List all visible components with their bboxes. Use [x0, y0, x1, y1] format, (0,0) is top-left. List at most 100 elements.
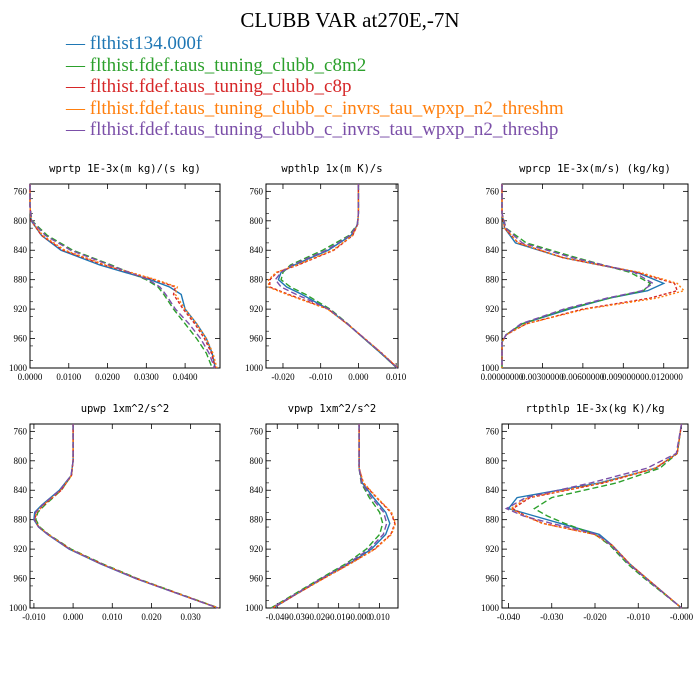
x-tick-label: -0.040: [266, 612, 290, 622]
y-tick-label: 880: [14, 515, 28, 525]
series-line: [501, 184, 652, 368]
x-tick-label: 0.010: [386, 372, 407, 382]
x-tick-label: -0.040: [497, 612, 521, 622]
series-line: [272, 424, 396, 609]
series-line: [501, 184, 686, 368]
x-tick-label: 0.020: [141, 612, 162, 622]
y-tick-label: 920: [14, 544, 28, 554]
panel-title: wprcp 1E-3x(m/s) (kg/kg): [519, 163, 671, 175]
y-tick-label: 960: [250, 334, 264, 344]
panel-title: wprtp 1E-3x(m kg)/(s kg): [49, 163, 201, 175]
legend-label: flthist134.000f: [89, 33, 203, 54]
y-tick-label: 960: [486, 334, 500, 344]
plot-frame: [501, 423, 689, 609]
legend: — flthist134.000f — flthist.fdef.taus_tu…: [66, 33, 564, 141]
plot-frame: [29, 183, 221, 369]
series-line: [269, 184, 399, 369]
series-line: [277, 184, 398, 369]
y-tick-label: 880: [486, 515, 500, 525]
y-tick-label: 800: [250, 216, 264, 226]
x-tick-label: -0.020: [271, 372, 295, 382]
x-tick-label: 0.0300: [134, 372, 159, 382]
y-tick-label: 880: [250, 515, 264, 525]
series-line: [271, 424, 388, 609]
panel: wpthlp 1x(m K)/s 760 800 840 880 920 960 1000 -0…: [245, 163, 407, 382]
legend-item: — flthist.fdef.taus_tuning_clubb_c8m2: [66, 55, 564, 77]
y-tick-label: 800: [486, 216, 500, 226]
x-tick-label: 0.000: [348, 372, 369, 382]
series-line: [271, 424, 397, 609]
y-tick-label: 960: [250, 574, 264, 584]
legend-label: flthist.fdef.taus_tuning_clubb_c8m2: [89, 54, 367, 76]
y-tick-label: 840: [486, 485, 500, 495]
plot-frame: [265, 423, 399, 609]
x-tick-label: -0.010: [627, 612, 651, 622]
y-tick-label: 840: [14, 485, 28, 495]
y-tick-label: 960: [14, 574, 28, 584]
x-tick-label: 0.00900000: [602, 372, 645, 382]
series-line: [501, 184, 655, 368]
y-tick-label: 840: [250, 245, 264, 255]
x-tick-label: 0.000: [63, 612, 84, 622]
y-tick-label: 920: [486, 304, 500, 314]
series-line: [35, 424, 220, 609]
legend-swatch: —: [66, 119, 90, 140]
series-line: [504, 423, 683, 609]
y-tick-label: 760: [250, 186, 264, 196]
y-tick-label: 960: [14, 334, 28, 344]
series-line: [511, 423, 683, 609]
y-tick-label: 880: [486, 275, 500, 285]
legend-item: — flthist.fdef.taus_tuning_clubb_c_invrs…: [66, 98, 564, 120]
y-tick-label: 760: [486, 186, 500, 196]
legend-swatch: —: [66, 33, 90, 54]
y-tick-label: 1000: [9, 363, 28, 373]
x-tick-label: 0.0200: [95, 372, 120, 382]
y-tick-label: 760: [250, 426, 264, 436]
x-tick-label: -0.030: [540, 612, 564, 622]
x-tick-label: -0.000: [670, 612, 694, 622]
panel-title: rtpthlp 1E-3x(kg K)/kg: [525, 403, 664, 415]
panel-title: upwp 1xm^2/s^2: [81, 403, 170, 415]
y-tick-label: 880: [14, 275, 28, 285]
x-tick-label: -0.030: [286, 612, 310, 622]
x-tick-label: -0.000: [347, 612, 371, 622]
legend-swatch: —: [66, 76, 90, 97]
y-tick-label: 880: [250, 275, 264, 285]
series-line: [33, 424, 219, 609]
x-tick-label: -0.020: [583, 612, 607, 622]
y-tick-label: 920: [250, 544, 264, 554]
x-tick-label: -0.010: [309, 372, 333, 382]
y-tick-label: 800: [486, 456, 500, 466]
series-line: [29, 184, 218, 369]
panel: vpwp 1xm^2/s^27608008408809209601000-0.0…: [245, 403, 399, 622]
legend-item: — flthist134.000f: [66, 33, 564, 55]
y-tick-label: 920: [486, 544, 500, 554]
legend-swatch: —: [66, 97, 90, 119]
legend-label: flthist.fdef.taus_tuning_clubb_c_invrs_t…: [89, 97, 564, 119]
plot-frame: [29, 423, 221, 609]
y-tick-label: 760: [14, 186, 28, 196]
x-tick-label: 0.0400: [173, 372, 198, 382]
x-tick-label: -0.020: [307, 612, 331, 622]
y-tick-label: 800: [14, 456, 28, 466]
y-tick-label: 1000: [481, 363, 500, 373]
series-line: [33, 424, 219, 609]
series-line: [272, 424, 391, 609]
y-tick-label: 840: [250, 485, 264, 495]
y-tick-label: 800: [250, 456, 264, 466]
x-tick-label: 0.00600000: [561, 372, 604, 382]
plot-frame: [265, 183, 399, 369]
x-tick-label: 0.030: [180, 612, 201, 622]
legend-item: — flthist.fdef.taus_tuning_clubb_c_invrs…: [66, 119, 564, 141]
legend-label: flthist.fdef.taus_tuning_clubb_c_invrs_t…: [89, 119, 559, 140]
series-line: [29, 184, 216, 369]
series-line: [501, 184, 666, 368]
x-tick-label: 0.0120000: [645, 372, 684, 382]
y-tick-label: 920: [250, 304, 264, 314]
panel: wprtp 1E-3x(m kg)/(s kg) 760 800 840 880 920 9…: [9, 163, 221, 382]
x-tick-label: 0.010: [369, 612, 390, 622]
panel-title: wpthlp 1x(m K)/s: [281, 163, 382, 175]
y-tick-label: 960: [486, 574, 500, 584]
x-tick-label: 0.0000: [18, 372, 43, 382]
series-line: [533, 423, 683, 609]
